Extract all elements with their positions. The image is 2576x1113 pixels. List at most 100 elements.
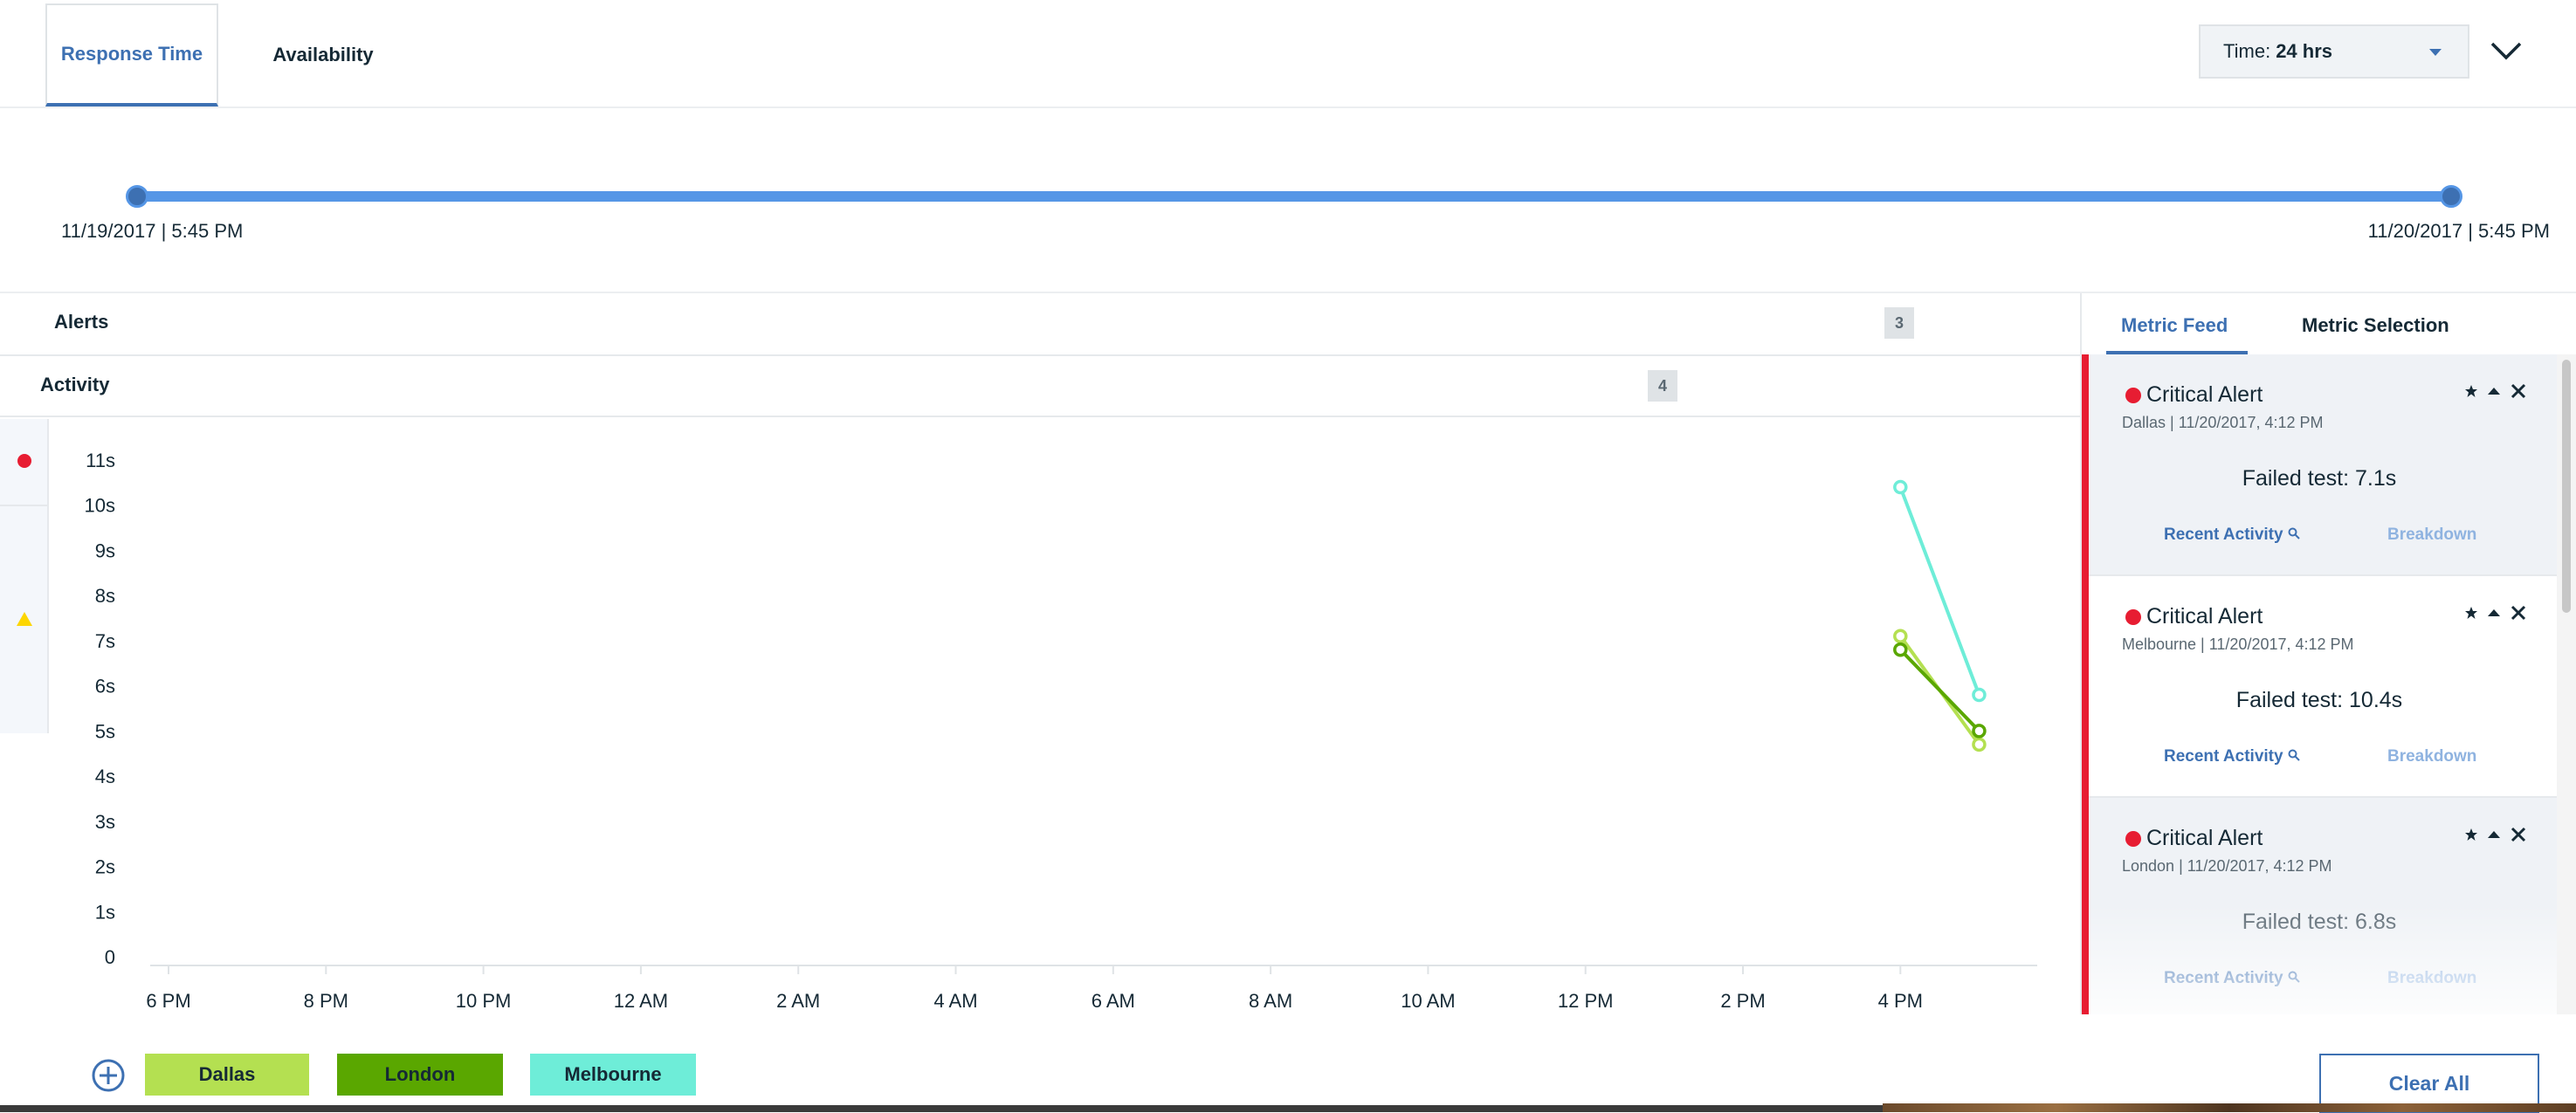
caret-up-icon[interactable] — [2487, 386, 2501, 396]
caret-down-icon — [2429, 49, 2442, 56]
feed-scrollbar[interactable] — [2557, 354, 2576, 1014]
critical-severity-bar — [2082, 354, 2089, 1014]
activity-count-badge[interactable]: 4 — [1648, 370, 1677, 402]
x-tick-label: 10 PM — [456, 990, 512, 1012]
star-icon[interactable] — [2464, 606, 2478, 620]
y-tick-label: 3s — [95, 811, 115, 833]
time-select-label: Time: — [2223, 40, 2271, 62]
data-point-dallas — [1893, 629, 1908, 643]
legend-london[interactable]: London — [337, 1054, 503, 1096]
close-icon[interactable] — [2510, 826, 2527, 843]
x-tick-label: 12 PM — [1558, 990, 1614, 1012]
range-end-label: 11/20/2017 | 5:45 PM — [2367, 220, 2550, 242]
time-range-track[interactable] — [136, 191, 2452, 202]
alert-card[interactable]: Critical Alert Melbourne | 11/20/2017, 4… — [2082, 576, 2557, 798]
activity-row-label: Activity — [40, 374, 110, 395]
y-tick-label: 1s — [95, 901, 115, 923]
recent-activity-link[interactable]: Recent Activity — [2164, 526, 2300, 545]
x-tick-label: 8 PM — [304, 990, 348, 1012]
series-line-london — [1898, 648, 1980, 732]
divider — [0, 292, 2576, 293]
breakdown-link[interactable]: Breakdown — [2387, 526, 2477, 544]
y-tick-label: 0 — [105, 946, 115, 968]
critical-indicator-icon[interactable] — [17, 454, 31, 468]
data-point-dallas — [1972, 737, 1987, 752]
divider — [0, 354, 2080, 356]
time-range-select[interactable]: Time: 24 hrs — [2199, 24, 2469, 79]
alerts-row-label: Alerts — [54, 311, 109, 333]
add-location-icon[interactable] — [91, 1058, 126, 1093]
alert-detail: Failed test: 10.4s — [2235, 688, 2403, 712]
star-icon[interactable] — [2464, 384, 2478, 398]
alerts-count-badge[interactable]: 3 — [1884, 307, 1914, 339]
x-tick-label: 6 AM — [1092, 990, 1135, 1012]
tab-response-time[interactable]: Response Time — [45, 3, 218, 106]
caret-up-icon[interactable] — [2487, 829, 2501, 840]
star-icon[interactable] — [2464, 828, 2478, 842]
search-icon — [2288, 749, 2300, 761]
breakdown-link[interactable]: Breakdown — [2387, 747, 2477, 766]
top-tab-bar — [0, 0, 2576, 108]
y-tick-label: 10s — [85, 495, 115, 517]
critical-dot-icon — [2125, 609, 2141, 625]
x-tick-label: 2 PM — [1720, 990, 1765, 1012]
x-tick-label: 8 AM — [1249, 990, 1292, 1012]
x-tick-label: 6 PM — [146, 990, 190, 1012]
critical-dot-icon — [2125, 831, 2141, 847]
legend-dallas[interactable]: Dallas — [145, 1054, 309, 1096]
data-point-london — [1893, 642, 1908, 657]
alert-detail: Failed test: 7.1s — [2242, 466, 2397, 491]
alert-meta: Melbourne | 11/20/2017, 4:12 PM — [2122, 636, 2354, 653]
data-point-melbourne — [1893, 479, 1908, 495]
breakdown-link[interactable]: Breakdown — [2387, 969, 2477, 987]
alert-meta: London | 11/20/2017, 4:12 PM — [2122, 857, 2332, 875]
range-start-label: 11/19/2017 | 5:45 PM — [61, 220, 244, 242]
alert-title: Critical Alert — [2146, 604, 2263, 629]
y-tick-label: 5s — [95, 720, 115, 742]
alert-title: Critical Alert — [2146, 382, 2263, 407]
background-image-strip — [1883, 1103, 2576, 1112]
warning-triangle-icon[interactable] — [16, 611, 33, 627]
alert-title: Critical Alert — [2146, 826, 2263, 850]
legend-melbourne[interactable]: Melbourne — [530, 1054, 696, 1096]
y-tick-label: 11s — [86, 450, 115, 471]
critical-dot-icon — [2125, 388, 2141, 403]
x-tick-label: 12 AM — [614, 990, 668, 1012]
caret-up-icon[interactable] — [2487, 608, 2501, 618]
feed-scrollbar-thumb[interactable] — [2562, 360, 2571, 613]
alert-card[interactable]: Critical Alert London | 11/20/2017, 4:12… — [2082, 798, 2557, 1014]
chevron-down-icon[interactable] — [2489, 33, 2524, 68]
close-icon[interactable] — [2510, 382, 2527, 400]
tab-metric-selection[interactable]: Metric Selection — [2302, 314, 2449, 336]
y-tick-label: 8s — [95, 585, 115, 607]
data-point-london — [1972, 724, 1987, 739]
tab-metric-feed[interactable]: Metric Feed — [2121, 314, 2228, 336]
series-line-melbourne — [1898, 486, 1981, 696]
data-point-melbourne — [1972, 687, 1987, 703]
range-start-handle[interactable] — [126, 185, 148, 208]
search-icon — [2288, 971, 2300, 983]
recent-activity-link[interactable]: Recent Activity — [2164, 747, 2300, 766]
y-tick-label: 2s — [95, 856, 115, 878]
window-bottom-edge — [0, 1105, 2576, 1112]
x-tick-label: 2 AM — [776, 990, 820, 1012]
alert-card[interactable]: Critical Alert Dallas | 11/20/2017, 4:12… — [2082, 354, 2557, 576]
x-tick-label: 4 PM — [1878, 990, 1923, 1012]
divider — [0, 416, 2080, 417]
active-tab-indicator — [2106, 351, 2248, 354]
search-icon — [2288, 527, 2300, 539]
recent-activity-link[interactable]: Recent Activity — [2164, 969, 2300, 988]
tab-availability[interactable]: Availability — [272, 44, 374, 65]
close-icon[interactable] — [2510, 604, 2527, 622]
indicator-column — [0, 419, 49, 733]
alert-detail: Failed test: 6.8s — [2242, 910, 2397, 934]
divider — [0, 505, 47, 506]
range-end-handle[interactable] — [2440, 185, 2462, 208]
y-tick-label: 6s — [95, 676, 115, 697]
time-select-value: 24 hrs — [2276, 40, 2333, 62]
response-time-chart: 0 1s 2s 3s 4s 5s 6s 7s 8s 9s 10s 11s 6 PM 8 PM 10 PM 12… — [85, 450, 2037, 1012]
y-tick-label: 9s — [95, 539, 115, 561]
y-tick-label: 4s — [95, 766, 115, 787]
x-tick-label: 10 AM — [1401, 990, 1455, 1012]
alert-meta: Dallas | 11/20/2017, 4:12 PM — [2122, 414, 2324, 431]
